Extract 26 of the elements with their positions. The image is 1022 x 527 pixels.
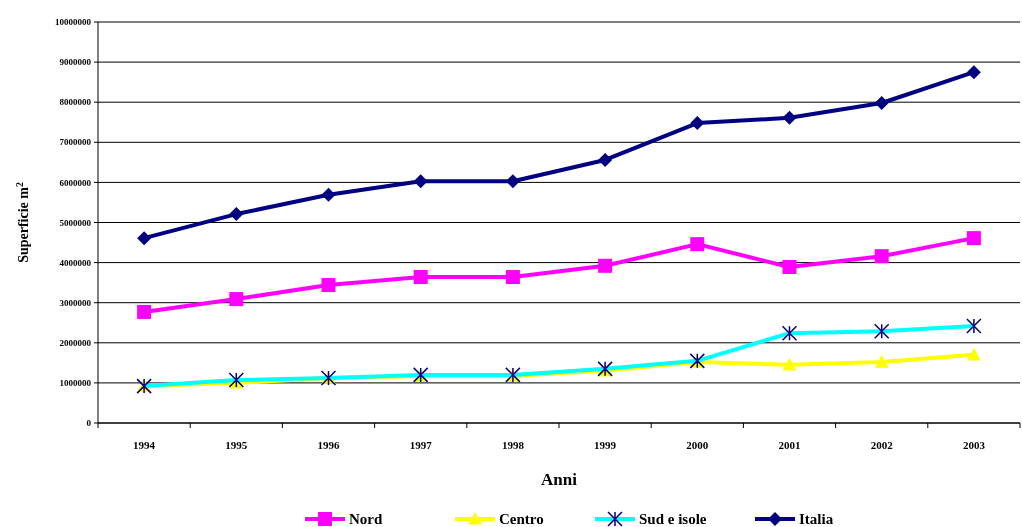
- legend-label: Nord: [349, 511, 383, 527]
- x-tick-label: 1997: [409, 439, 433, 451]
- y-tick-label: 2000000: [59, 337, 92, 348]
- y-tick-label: 7000000: [59, 137, 92, 148]
- y-tick-label: 3000000: [59, 297, 92, 308]
- y-tick-label: 9000000: [59, 57, 92, 68]
- x-tick-label: 1998: [501, 439, 525, 451]
- x-tick-label: 2001: [778, 439, 801, 451]
- x-tick-label: 1994: [133, 439, 156, 451]
- y-tick-label: 4000000: [59, 257, 92, 268]
- x-tick-label: 1995: [225, 439, 248, 451]
- legend-label: Centro: [499, 511, 544, 527]
- x-tick-label: 1999: [594, 439, 617, 451]
- y-tick-label: 0: [86, 418, 92, 429]
- y-tick-label: 6000000: [59, 177, 92, 188]
- x-tick-label: 2003: [962, 439, 986, 451]
- y-tick-label: 5000000: [59, 217, 92, 228]
- y-tick-label: 1000000: [59, 378, 92, 389]
- x-axis-title: Anni: [541, 470, 578, 489]
- x-tick-label: 2000: [686, 439, 709, 451]
- legend-label: Sud e isole: [639, 511, 707, 527]
- y-tick-label: 8000000: [59, 97, 92, 108]
- x-tick-label: 1996: [317, 439, 340, 451]
- x-tick-label: 2002: [870, 439, 894, 451]
- y-tick-label: 10000000: [55, 17, 92, 28]
- legend-label: Italia: [799, 511, 834, 527]
